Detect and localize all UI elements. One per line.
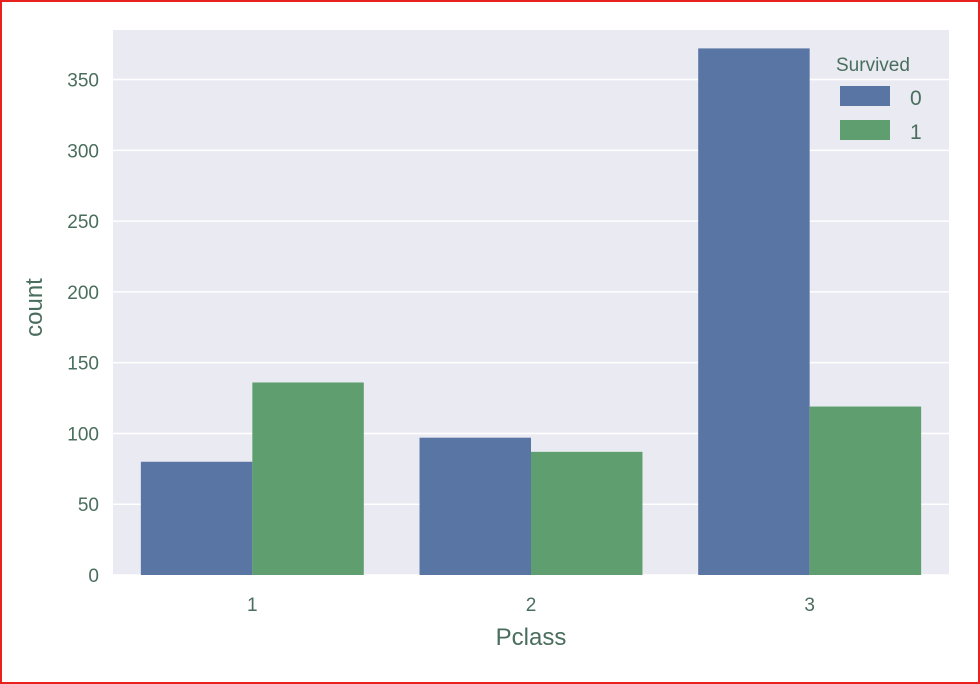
bar-pclass-3-survived-1: [809, 406, 922, 575]
y-tick-label: 200: [67, 283, 99, 304]
bar-pclass-2-survived-0: [419, 437, 531, 575]
bar-pclass-3-survived-0: [698, 48, 810, 576]
legend-title: Survived: [836, 55, 910, 76]
y-tick-labels: 0 50 100 150 200 250 300 350: [67, 71, 99, 587]
legend-swatch-1: [840, 120, 890, 140]
y-tick-label: 50: [78, 495, 99, 516]
x-tick-label: 1: [247, 595, 258, 616]
x-tick-labels: 1 2 3: [247, 595, 815, 616]
y-tick-label: 100: [67, 424, 99, 445]
legend-label-1: 1: [910, 121, 922, 144]
x-tick-label: 2: [526, 595, 537, 616]
legend-swatch-0: [840, 86, 890, 106]
y-tick-label: 350: [67, 71, 99, 92]
y-tick-label: 150: [67, 354, 99, 375]
y-tick-label: 0: [88, 566, 99, 587]
bar-pclass-1-survived-1: [252, 382, 364, 575]
x-axis-label: Pclass: [496, 624, 567, 651]
y-tick-label: 300: [67, 141, 99, 162]
legend: Survived 0 1: [836, 55, 922, 144]
y-tick-label: 250: [67, 212, 99, 233]
x-tick-label: 3: [804, 595, 815, 616]
y-axis-label: count: [21, 278, 48, 337]
bar-pclass-1-survived-0: [140, 461, 253, 575]
legend-label-0: 0: [910, 87, 922, 110]
bars: [140, 48, 922, 576]
bar-pclass-2-survived-1: [531, 451, 643, 575]
